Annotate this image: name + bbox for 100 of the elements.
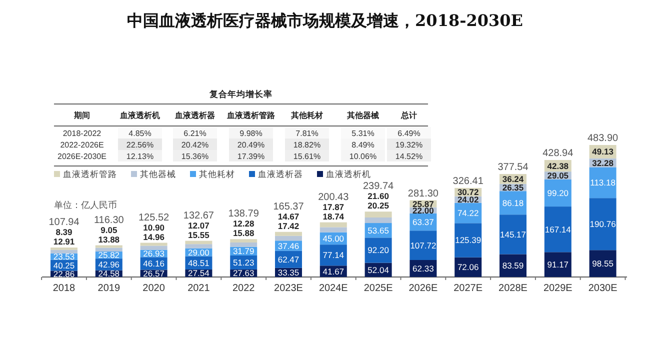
data-label: 15.61% <box>293 152 321 161</box>
data-label: 167.14 <box>544 224 572 234</box>
bar <box>185 240 212 244</box>
data-label: 24.02 <box>457 194 480 205</box>
x-tick-label: 血液透析管路 <box>226 111 276 120</box>
data-label: 13.88 <box>98 234 120 244</box>
data-label: 14.52% <box>395 152 423 161</box>
data-label: 12.13% <box>126 152 154 161</box>
x-tick-label: 2019 <box>98 283 120 294</box>
total-label: 377.54 <box>498 162 529 174</box>
data-label: 86.18 <box>502 198 524 208</box>
data-label: 26.57 <box>143 268 165 278</box>
total-label: 125.52 <box>138 212 170 224</box>
data-label: 98.55 <box>592 258 614 269</box>
data-label: 27.63 <box>232 268 255 278</box>
data-label: 92.20 <box>368 245 390 256</box>
data-label: 37.46 <box>278 240 300 251</box>
y-tick-label: 2022-2026E <box>60 140 104 150</box>
bar <box>364 238 392 263</box>
total-label: 483.90 <box>588 133 619 144</box>
data-label: 7.81% <box>296 129 318 138</box>
data-label: 18.82% <box>293 140 321 150</box>
x-tick-label: 2027E <box>454 283 483 294</box>
data-label: 22.56% <box>126 140 154 150</box>
bar <box>320 227 347 232</box>
bar <box>95 248 122 252</box>
data-label: 20.25 <box>368 200 390 211</box>
total-label: 138.79 <box>228 208 260 220</box>
data-label: 107.72 <box>410 240 436 250</box>
data-label: 99.20 <box>547 188 569 198</box>
bar <box>544 206 572 252</box>
data-label: 21.60 <box>368 191 390 202</box>
bar <box>500 214 526 254</box>
bar <box>230 242 258 247</box>
chart-title: 复合年均增长率 <box>208 89 272 99</box>
data-label: 15.88 <box>232 228 255 238</box>
data-label: 19.32% <box>395 140 423 150</box>
bar <box>364 212 392 218</box>
x-tick-label: 2026E <box>408 283 438 294</box>
data-label: 26.93 <box>143 248 165 258</box>
total-label: 132.67 <box>183 210 214 222</box>
bar <box>454 223 482 258</box>
bar <box>589 250 616 277</box>
x-tick-label: 2022 <box>232 283 256 294</box>
data-label: 36.24 <box>502 174 524 184</box>
bar <box>544 179 572 207</box>
x-tick-label: 其他耗材 <box>290 111 323 120</box>
data-label: 15.55 <box>188 230 210 240</box>
data-label: 31.79 <box>232 246 255 256</box>
data-label: 15.36% <box>181 152 209 161</box>
bar <box>589 198 616 250</box>
bar <box>185 244 212 248</box>
total-label: 428.94 <box>542 148 574 159</box>
total-label: 116.30 <box>94 214 124 226</box>
data-label: 41.67 <box>322 266 344 276</box>
bar <box>140 246 168 250</box>
bar <box>275 236 302 241</box>
x-tick-label: 2020 <box>142 283 166 294</box>
legend-label: 血液透析机 <box>326 169 371 179</box>
bar <box>230 239 258 242</box>
data-label: 24.58 <box>98 268 120 279</box>
data-label: 17.87 <box>322 202 344 212</box>
data-label: 42.96 <box>98 259 120 270</box>
data-label: 53.65 <box>368 225 390 236</box>
chart-title: 中国血液透析医疗器械市场规模及增速，2018-2030E <box>127 11 523 30</box>
data-label: 23.53 <box>53 252 75 262</box>
data-label: 6.49% <box>398 129 420 138</box>
data-label: 17.39% <box>237 152 265 161</box>
data-label: 18.74 <box>322 211 344 222</box>
data-label: 14.67 <box>278 211 300 222</box>
bar <box>275 232 302 236</box>
data-label: 29.05 <box>547 170 569 181</box>
data-label: 6.21% <box>184 129 206 138</box>
x-tick-label: 2023E <box>274 283 304 294</box>
data-label: 190.76 <box>590 219 616 230</box>
data-label: 5.31% <box>352 129 374 138</box>
annotation: 单位：亿人民币 <box>54 200 117 210</box>
data-label: 62.47 <box>278 254 300 264</box>
total-label: 281.30 <box>408 188 439 200</box>
data-label: 9.98% <box>240 129 262 138</box>
data-label: 20.42% <box>181 140 209 150</box>
data-label: 9.05 <box>100 224 118 235</box>
total-label: 326.41 <box>452 176 484 187</box>
data-label: 48.51 <box>188 258 210 268</box>
data-label: 74.22 <box>457 208 480 218</box>
data-label: 12.07 <box>188 220 210 230</box>
x-tick-label: 2025E <box>364 283 394 294</box>
data-label: 83.59 <box>502 260 524 271</box>
x-tick-label: 2024E <box>318 283 348 294</box>
legend-label: 血液透析管路 <box>63 169 117 179</box>
data-label: 145.17 <box>500 229 526 240</box>
x-tick-label: 2028E <box>498 283 528 294</box>
data-label: 113.18 <box>590 178 616 188</box>
data-label: 22.86 <box>53 268 75 279</box>
data-label: 30.72 <box>457 187 480 198</box>
y-axis-title: 期间 <box>73 111 90 120</box>
data-label: 27.54 <box>188 268 210 278</box>
data-label: 29.00 <box>188 247 210 258</box>
x-tick-label: 血液透析机 <box>119 111 160 120</box>
data-label: 10.06% <box>349 152 377 161</box>
